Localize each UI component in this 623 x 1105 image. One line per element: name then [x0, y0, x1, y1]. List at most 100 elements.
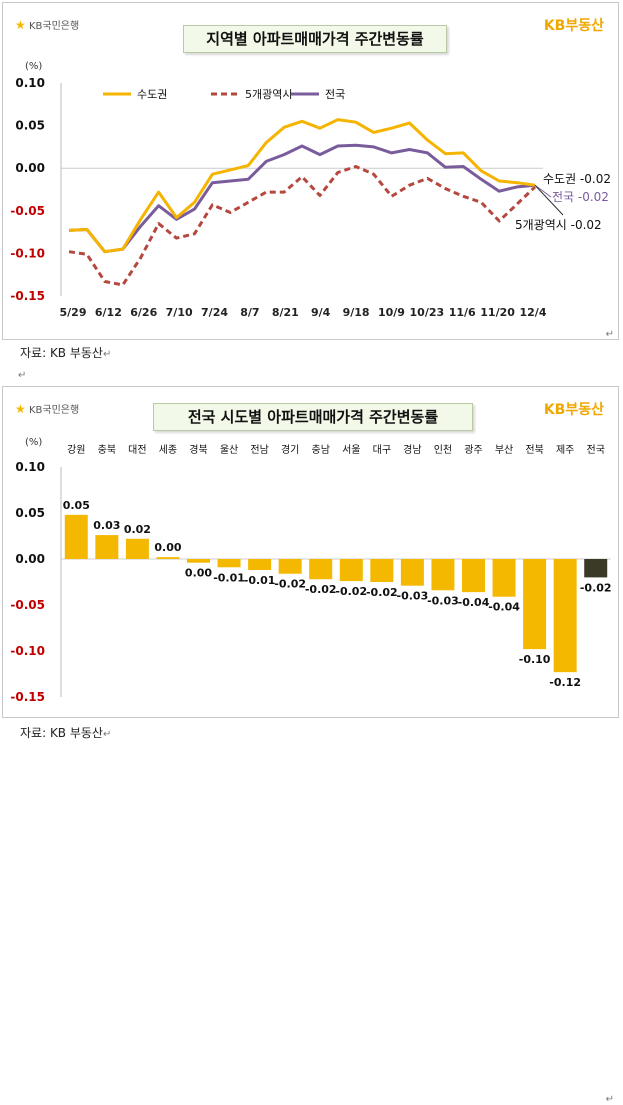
x-tick-label: 7/24 [201, 306, 228, 319]
series-end-label: 5개광역시 -0.02 [515, 218, 602, 232]
x-tick-label: 6/26 [130, 306, 157, 319]
bar-value-label: -0.01 [213, 571, 245, 584]
x-tick-label: 8/21 [272, 306, 299, 319]
source-note: 자료: KB 부동산↵ [20, 346, 112, 360]
category-label: 세종 [159, 444, 177, 456]
bar [462, 559, 485, 593]
y-tick-label: -0.10 [10, 246, 45, 260]
kb-realestate-brand: KB부동산 [543, 18, 604, 34]
y-tick-label: 0.00 [15, 552, 45, 566]
category-label: 울산 [220, 444, 238, 456]
line-chart: (%) 0.10 0.05 0.00 -0.05 -0.10 -0.15 5/29 6/12 6/… [10, 61, 611, 319]
series-end-label: 수도권 -0.02 [543, 172, 611, 186]
bar-value-label: -0.02 [580, 581, 612, 594]
x-tick-label: 9/4 [311, 306, 331, 319]
return-mark-icon: ↵ [18, 370, 27, 381]
category-label: 강원 [67, 444, 85, 456]
category-label: 전국 [587, 444, 605, 456]
bar-value-label: -0.03 [397, 590, 429, 603]
bar-value-label: 0.05 [63, 499, 90, 512]
category-label: 경북 [189, 443, 207, 456]
return-mark-icon: ↵ [102, 349, 112, 360]
x-tick-label: 12/4 [520, 306, 547, 319]
bar [339, 559, 363, 582]
bar-value-label: -0.02 [335, 585, 367, 598]
category-label: 광주 [464, 444, 482, 456]
bar [64, 514, 88, 559]
y-tick-label: -0.15 [10, 690, 45, 704]
bar-chart: (%) 0.10 0.05 0.00 -0.05 -0.10 -0.15 강원 0.05 충북 0.… [10, 437, 612, 704]
bar [309, 559, 333, 580]
y-tick-label: -0.15 [10, 289, 45, 303]
bar-value-label: 0.00 [185, 567, 212, 580]
leader-line [534, 184, 552, 198]
series-end-label: 전국 -0.02 [552, 190, 609, 204]
y-tick-label: 0.10 [15, 460, 45, 474]
kb-bank-logo-text: KB국민은행 [28, 21, 80, 32]
bar-value-label: 0.00 [154, 541, 181, 554]
category-label: 인천 [434, 444, 452, 456]
kb-realestate-brand: KB부동산 [543, 402, 604, 418]
bar-value-label: 0.02 [124, 523, 151, 536]
series-line [68, 143, 536, 254]
bar [492, 559, 516, 597]
y-tick-label: -0.10 [10, 644, 45, 658]
category-label: 충북 [98, 444, 116, 456]
x-tick-label: 11/6 [449, 306, 476, 319]
series-line [68, 118, 536, 254]
category-label: 전남 [250, 444, 268, 456]
bar-value-label: -0.02 [366, 586, 398, 599]
bar-value-label: -0.03 [427, 594, 459, 607]
y-tick-label: -0.05 [10, 204, 45, 218]
bar-value-label: -0.04 [488, 601, 520, 614]
bar [95, 535, 119, 559]
bar-value-label: -0.02 [274, 578, 306, 591]
bar [187, 559, 210, 563]
x-tick-label: 10/23 [410, 306, 445, 319]
x-tick-label: 8/7 [240, 306, 259, 319]
x-tick-label: 5/29 [60, 306, 87, 319]
category-label: 대구 [373, 444, 391, 456]
bar-value-label: -0.10 [519, 653, 551, 666]
category-label: 경기 [281, 443, 299, 456]
x-tick-label: 10/9 [378, 306, 405, 319]
bar-value-label: -0.12 [549, 676, 581, 689]
y-tick-label: 0.00 [15, 161, 45, 175]
y-tick-label: 0.05 [15, 119, 45, 133]
return-mark-icon: ↵ [102, 729, 112, 740]
bar [584, 559, 608, 578]
bar [125, 538, 149, 559]
bar [553, 559, 577, 673]
bar [217, 559, 241, 568]
x-tick-label: 9/18 [343, 306, 370, 319]
kb-bank-logo: ★ KB국민은행 [15, 17, 79, 32]
kb-star-icon: ★ [15, 18, 26, 32]
source-note: 자료: KB 부동산↵ [20, 726, 112, 740]
y-axis-unit: (%) [25, 437, 42, 448]
bar [248, 559, 272, 571]
bar [278, 559, 302, 574]
kb-bank-logo: ★ KB국민은행 [15, 401, 79, 416]
category-label: 충남 [312, 444, 330, 456]
y-tick-label: 0.10 [15, 76, 45, 90]
category-label: 서울 [342, 444, 360, 456]
x-tick-label: 7/10 [166, 306, 193, 319]
legend-label: 수도권 [137, 88, 167, 101]
bar-value-label: -0.04 [458, 596, 490, 609]
bar [431, 559, 455, 591]
category-label: 대전 [128, 444, 146, 456]
series-line [68, 165, 537, 287]
kb-bank-logo-text: KB국민은행 [28, 405, 80, 416]
legend-label: 전국 [325, 88, 345, 101]
x-tick-label: 6/12 [95, 306, 122, 319]
bar [370, 559, 394, 582]
return-mark-icon: ↵ [605, 1094, 614, 1105]
y-axis-unit: (%) [25, 61, 42, 72]
bar-value-label: -0.01 [244, 574, 276, 587]
x-tick-label: 11/20 [480, 306, 515, 319]
category-label: 경남 [403, 443, 421, 456]
y-tick-label: 0.05 [15, 506, 45, 520]
bar [400, 559, 424, 586]
leader-line [534, 184, 564, 216]
bar-value-label: 0.03 [93, 519, 120, 532]
